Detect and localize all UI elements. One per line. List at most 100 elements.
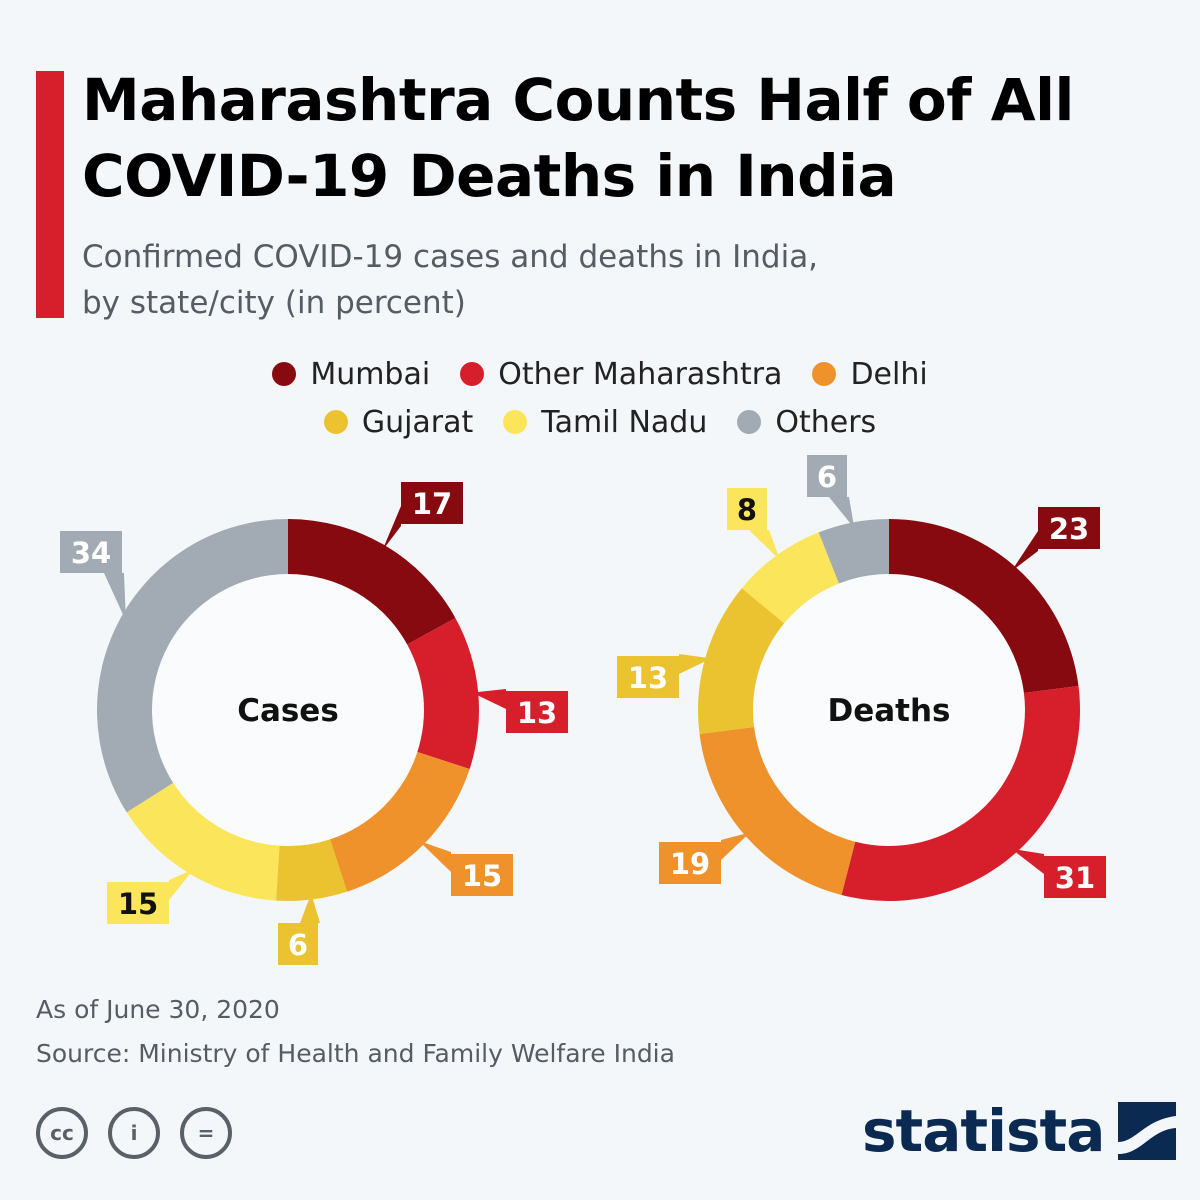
cases-label-box-mumbai	[401, 482, 463, 524]
legend-item-gujarat: Gujarat	[323, 404, 474, 440]
subtitle-line-2: by state/city (in percent)	[82, 285, 466, 321]
footer: As of June 30, 2020 Source: Ministry of …	[36, 988, 675, 1076]
cases-label-pointer-others	[104, 573, 126, 621]
cases-slice-delhi	[330, 752, 470, 892]
deaths-label-pointer-tamil-nadu	[749, 530, 781, 561]
deaths-label-pointer-other-maharashtra	[1011, 848, 1044, 874]
cases-label-pointer-other-maharashtra	[472, 689, 506, 709]
legend-swatch-delhi	[812, 362, 837, 386]
deaths-slice-mumbai	[889, 519, 1079, 693]
legend-swatch-mumbai	[272, 362, 297, 386]
cases-label-box-delhi	[451, 854, 513, 896]
legend-label-gujarat: Gujarat	[361, 404, 474, 440]
cases-label-box-other-maharashtra	[506, 691, 568, 733]
footer-date: As of June 30, 2020	[36, 995, 280, 1024]
cases-label-box-tamil-nadu	[107, 882, 169, 924]
legend-label-mumbai: Mumbai	[310, 356, 431, 392]
deaths-donut-center	[753, 574, 1025, 846]
legend-row-2: Gujarat Tamil Nadu Others	[0, 398, 1200, 446]
legend: Mumbai Other Maharashtra Delhi Gujarat T…	[0, 350, 1200, 446]
statista-wordmark: statista	[862, 1097, 1105, 1165]
deaths-slice-delhi	[699, 727, 856, 895]
subtitle-line-1: Confirmed COVID-19 cases and deaths in I…	[82, 239, 819, 275]
cases-label-pointer-gujarat	[300, 893, 320, 923]
donut-charts: 17 13 15 6 15 34 Cases 23 31 19 13 8 6 Deaths	[60, 455, 1106, 965]
deaths-value-delhi: 19	[670, 847, 710, 881]
deaths-label-other-maharashtra: 31	[1011, 848, 1106, 898]
statista-logo-icon	[1118, 1102, 1177, 1160]
attribution-icon: i	[108, 1107, 160, 1159]
chart-title: Maharashtra Counts Half of All COVID-19 …	[82, 66, 1074, 210]
cases-slice-gujarat	[276, 839, 348, 902]
cases-label-tamil-nadu: 15	[107, 869, 194, 924]
deaths-label-pointer-delhi	[721, 832, 751, 860]
deaths-value-tamil-nadu: 8	[737, 493, 757, 527]
statista-brand: statista	[862, 1097, 1177, 1165]
cases-value-delhi: 15	[462, 859, 502, 893]
legend-label-others: Others	[775, 404, 877, 440]
legend-item-others: Others	[737, 405, 876, 440]
deaths-label-pointer-mumbai	[1011, 531, 1038, 572]
license-icons: cc i =	[36, 1107, 252, 1159]
cases-donut: 17 13 15 6 15 34 Cases	[60, 482, 568, 965]
deaths-label-box-gujarat	[617, 656, 679, 698]
cases-label-box-gujarat	[278, 923, 318, 965]
accent-bar	[36, 71, 64, 318]
legend-item-tamil-nadu: Tamil Nadu	[503, 405, 707, 440]
deaths-label-box-mumbai	[1038, 507, 1100, 549]
cases-label-box-others	[60, 531, 122, 573]
cases-value-tamil-nadu: 15	[118, 887, 158, 921]
cases-label-others: 34	[60, 531, 126, 621]
cases-label-gujarat: 6	[278, 893, 320, 965]
deaths-value-mumbai: 23	[1049, 512, 1089, 546]
deaths-label-mumbai: 23	[1011, 507, 1100, 572]
no-derivatives-icon: =	[180, 1107, 232, 1159]
cases-label-pointer-mumbai	[382, 506, 401, 551]
chart-subtitle: Confirmed COVID-19 cases and deaths in I…	[82, 234, 1082, 326]
cases-label-delhi: 15	[418, 840, 513, 896]
deaths-label-pointer-gujarat	[679, 654, 712, 674]
deaths-label-box-others	[807, 455, 847, 497]
legend-swatch-others	[737, 410, 762, 434]
legend-item-mumbai: Mumbai	[272, 357, 430, 392]
deaths-label-box-other-maharashtra	[1044, 856, 1106, 898]
legend-row-1: Mumbai Other Maharashtra Delhi	[0, 350, 1200, 398]
legend-label-other-maharashtra: Other Maharashtra	[498, 356, 783, 392]
deaths-center-label: Deaths	[827, 693, 950, 729]
cases-value-other-maharashtra: 13	[517, 696, 557, 730]
deaths-slice-other-maharashtra	[841, 686, 1080, 901]
cases-label-pointer-tamil-nadu	[169, 869, 194, 900]
footer-source: Source: Ministry of Health and Family We…	[36, 1039, 675, 1068]
deaths-value-other-maharashtra: 31	[1055, 861, 1095, 895]
deaths-label-gujarat: 13	[617, 654, 712, 698]
deaths-slice-others	[818, 519, 889, 584]
cases-value-mumbai: 17	[412, 487, 452, 521]
deaths-slice-gujarat	[698, 588, 785, 734]
cases-value-others: 34	[71, 536, 111, 570]
deaths-value-others: 6	[817, 460, 837, 494]
deaths-donut: 23 31 19 13 8 6 Deaths	[617, 455, 1106, 901]
cases-slice-others	[97, 519, 288, 813]
legend-label-delhi: Delhi	[850, 356, 928, 392]
deaths-value-gujarat: 13	[628, 661, 668, 695]
deaths-label-others: 6	[807, 455, 855, 529]
legend-swatch-other-maharashtra	[460, 362, 485, 386]
deaths-label-delhi: 19	[659, 832, 751, 884]
legend-item-delhi: Delhi	[812, 356, 928, 392]
deaths-label-tamil-nadu: 8	[727, 488, 781, 561]
cases-donut-center	[152, 574, 424, 846]
cases-slice-mumbai	[288, 519, 456, 645]
legend-swatch-gujarat	[323, 410, 348, 434]
cases-center-label: Cases	[237, 693, 339, 729]
deaths-label-box-delhi	[659, 842, 721, 884]
cases-label-pointer-delhi	[418, 840, 451, 872]
cases-slice-tamil-nadu	[126, 782, 280, 901]
deaths-slice-tamil-nadu	[741, 532, 839, 624]
cases-value-gujarat: 6	[288, 928, 308, 962]
legend-label-tamil-nadu: Tamil Nadu	[541, 404, 708, 440]
deaths-label-pointer-others	[829, 497, 855, 529]
cases-label-mumbai: 17	[382, 482, 463, 551]
cc-icon: cc	[36, 1107, 88, 1159]
legend-item-other-maharashtra: Other Maharashtra	[460, 357, 782, 392]
deaths-label-box-tamil-nadu	[727, 488, 767, 530]
